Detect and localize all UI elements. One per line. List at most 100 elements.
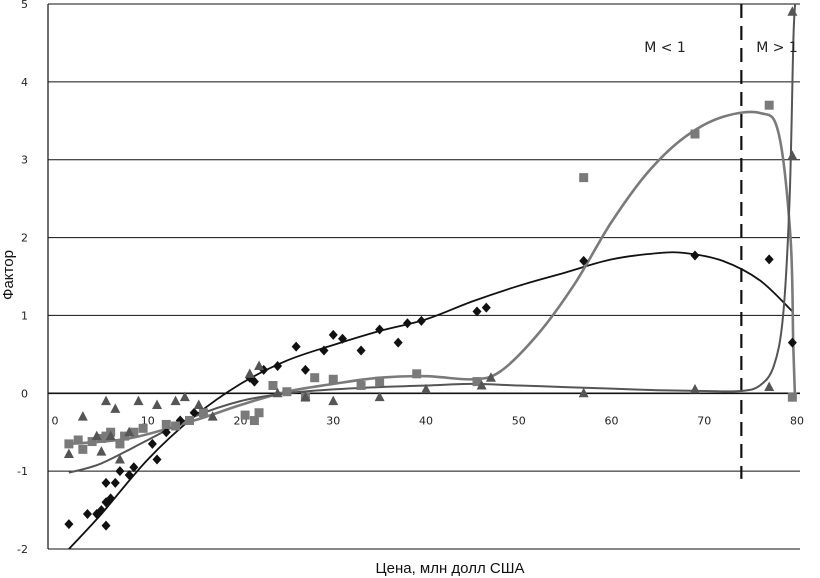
triangle-marker [91, 430, 102, 441]
triangle-marker [244, 368, 255, 378]
triangle-marker [105, 430, 116, 441]
x-tick-label: 60 [605, 414, 619, 427]
triangle-marker [101, 395, 112, 406]
diamond-marker [101, 477, 111, 488]
diamond-marker [64, 519, 74, 530]
square-marker [268, 381, 278, 390]
triangle-marker [485, 372, 496, 382]
diamond-marker [115, 466, 125, 477]
y-tick-label: -2 [17, 543, 28, 556]
y-tick-label: 5 [21, 0, 28, 11]
diamond-marker [96, 505, 106, 516]
x-axis-title: Цена, млн долл США [376, 560, 525, 577]
square-marker [198, 408, 208, 418]
square-marker [328, 374, 338, 384]
diamond-marker [249, 376, 259, 387]
triangle-marker [170, 395, 181, 406]
trend-lines [68, 3, 797, 550]
diamond-marker [319, 345, 329, 356]
square-marker [249, 416, 259, 426]
square-marker [764, 100, 774, 110]
triangle-marker [96, 446, 107, 456]
square-marker [138, 423, 148, 433]
triangle-marker [476, 380, 487, 390]
x-tick-label: 50 [512, 414, 526, 427]
triangle-marker [133, 395, 144, 406]
triangle-marker [193, 399, 204, 409]
square-marker [472, 377, 482, 387]
diamond-marker [481, 302, 491, 313]
data-points [63, 6, 798, 531]
y-tick-label: 1 [21, 309, 28, 322]
triangle-marker [374, 391, 385, 402]
diamond-marker [764, 254, 774, 265]
diamond-marker [147, 438, 157, 449]
square-marker [579, 173, 589, 183]
diamond-marker [82, 508, 92, 519]
triangle-marker [124, 426, 135, 437]
diamond-marker [161, 427, 171, 438]
square-marker [375, 377, 385, 387]
square-marker [690, 129, 700, 139]
triangle-marker [77, 411, 88, 421]
y-tick-label: 4 [21, 76, 28, 89]
diamond-marker [110, 477, 120, 488]
triangle-marker [254, 360, 265, 371]
y-axis-title: Фактор [0, 250, 17, 300]
y-tick-label: 0 [21, 387, 28, 400]
x-tick-label: 70 [697, 414, 711, 427]
triangle-marker [114, 453, 125, 464]
triangle-marker [764, 381, 775, 392]
square-marker [101, 431, 111, 441]
diamond-marker [106, 493, 116, 504]
diamond-marker [101, 520, 111, 531]
triangle-marker [272, 387, 283, 398]
triangle-marker [787, 6, 798, 16]
diamond-marker [124, 470, 134, 481]
diamond-marker [291, 341, 301, 352]
triangle-marker [328, 395, 339, 406]
diamond-marker [273, 361, 283, 372]
y-tick-labels: -2 -1 0 1 2 3 4 5 [17, 0, 28, 556]
triangle-marker [300, 391, 311, 402]
triangle-marker [63, 448, 74, 459]
square-marker [240, 410, 250, 420]
diamond-marker [393, 337, 403, 348]
x-tick-label: 80 [790, 414, 804, 427]
trend-line-square [68, 110, 797, 446]
diamond-marker [375, 324, 385, 335]
y-tick-label: -1 [17, 465, 28, 478]
square-marker [356, 381, 366, 390]
diamond-marker [328, 329, 338, 340]
y-tick-label: 3 [21, 154, 28, 167]
region-label-left: M < 1 [644, 40, 686, 56]
diamond-marker [338, 333, 348, 344]
diamond-marker [189, 407, 199, 418]
diamond-marker [356, 345, 366, 356]
square-marker [161, 419, 171, 429]
y-tick-label: 2 [21, 232, 28, 245]
x-tick-label: 40 [419, 414, 433, 427]
axes [47, 4, 800, 549]
diamond-marker [690, 250, 700, 261]
square-marker [73, 435, 83, 445]
trend-line-triangle [68, 3, 797, 474]
diamond-marker [579, 255, 589, 266]
square-marker [171, 421, 181, 431]
square-marker [78, 444, 88, 454]
grid-lines [48, 3, 800, 550]
triangle-marker [421, 383, 431, 394]
x-tick-label: 30 [326, 414, 340, 427]
diamond-marker [787, 337, 797, 348]
square-marker [64, 439, 74, 449]
square-marker [787, 392, 797, 402]
square-marker [115, 439, 125, 449]
diamond-marker [300, 364, 310, 375]
diamond-marker [402, 318, 412, 329]
diamond-marker [129, 462, 139, 473]
triangle-marker [578, 387, 589, 398]
diamond-marker [472, 306, 482, 317]
square-marker [254, 408, 264, 418]
region-label-right: M > 1 [756, 40, 798, 56]
triangle-marker [689, 383, 700, 394]
